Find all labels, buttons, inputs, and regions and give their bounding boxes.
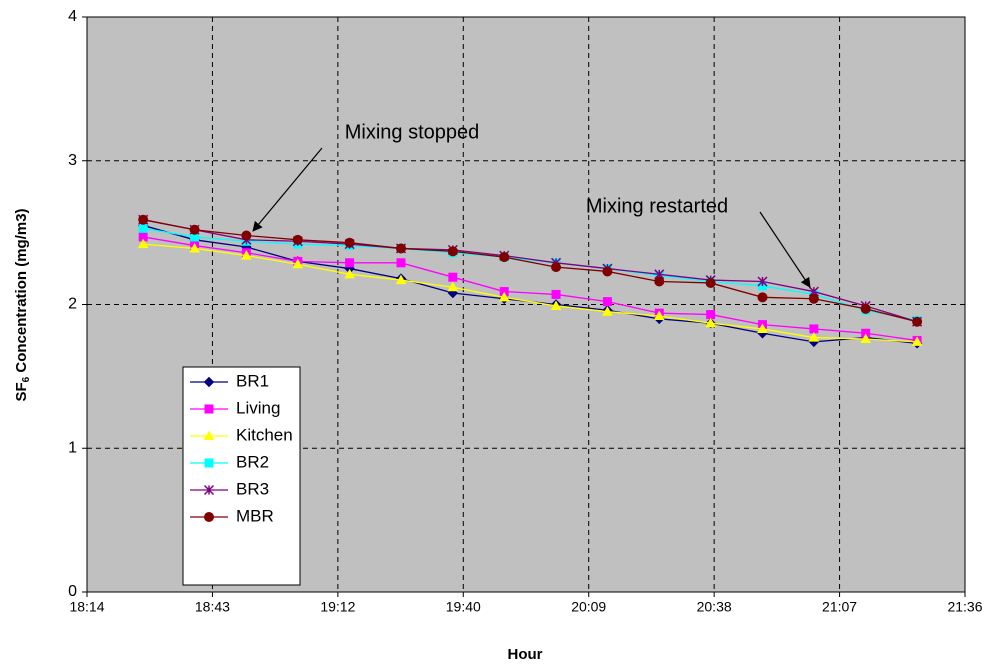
annotation-arrow bbox=[759, 211, 811, 288]
x-tick-label: 18:43 bbox=[195, 599, 230, 615]
marker bbox=[203, 484, 215, 496]
marker bbox=[241, 250, 252, 260]
series-line bbox=[143, 243, 918, 343]
marker bbox=[706, 310, 716, 320]
marker bbox=[602, 266, 613, 277]
x-axis-label: Hour bbox=[508, 646, 543, 663]
series-line bbox=[143, 227, 918, 321]
y-tick-label: 4 bbox=[68, 8, 77, 25]
y-axis-label: SF6 Concentration (mg/m3) bbox=[13, 208, 32, 401]
x-tick-label: 19:12 bbox=[320, 599, 355, 615]
x-tick-label: 18:14 bbox=[69, 599, 104, 615]
x-tick-label: 20:38 bbox=[697, 599, 732, 615]
marker bbox=[203, 376, 215, 388]
marker bbox=[345, 258, 355, 268]
legend-label: BR2 bbox=[236, 452, 269, 471]
legend-label: Living bbox=[236, 398, 280, 417]
marker bbox=[911, 336, 923, 346]
y-tick-label: 3 bbox=[68, 152, 77, 169]
marker bbox=[912, 316, 923, 327]
marker bbox=[204, 512, 214, 522]
marker bbox=[203, 430, 215, 440]
x-tick-label: 20:09 bbox=[571, 599, 606, 615]
marker bbox=[137, 238, 149, 249]
marker bbox=[204, 458, 214, 468]
marker bbox=[705, 277, 716, 288]
series-group bbox=[137, 214, 923, 349]
marker bbox=[344, 268, 355, 279]
marker bbox=[138, 223, 148, 233]
marker bbox=[757, 292, 768, 303]
series-line bbox=[143, 219, 918, 323]
y-label-subscript: 6 bbox=[21, 376, 32, 382]
marker bbox=[292, 258, 304, 269]
legend bbox=[182, 366, 301, 586]
marker bbox=[602, 306, 613, 316]
y-tick-label: 1 bbox=[68, 439, 77, 456]
marker bbox=[138, 214, 149, 225]
y-tick-label: 0 bbox=[68, 583, 77, 600]
x-tick-label: 21:07 bbox=[822, 599, 857, 615]
marker bbox=[757, 276, 768, 287]
marker bbox=[447, 246, 458, 257]
legend-label: BR1 bbox=[236, 371, 269, 390]
annotation: Mixing restarted bbox=[586, 195, 728, 217]
series-line bbox=[143, 219, 918, 323]
x-tick-label: 19:40 bbox=[446, 599, 481, 615]
marker bbox=[809, 324, 819, 334]
marker bbox=[602, 297, 612, 307]
marker bbox=[189, 224, 200, 235]
marker bbox=[551, 262, 562, 273]
marker bbox=[551, 289, 561, 299]
annotation: Mixing stopped bbox=[345, 121, 480, 143]
x-tick-label: 21:36 bbox=[947, 599, 982, 615]
marker bbox=[292, 234, 303, 245]
marker bbox=[396, 258, 406, 268]
marker bbox=[241, 230, 252, 241]
y-tick-label: 2 bbox=[68, 296, 77, 313]
y-label-suffix: Concentration (mg/m3) bbox=[13, 208, 30, 376]
legend-label: Kitchen bbox=[236, 425, 293, 444]
marker bbox=[860, 303, 871, 314]
marker bbox=[550, 300, 562, 310]
marker bbox=[808, 293, 819, 304]
marker bbox=[499, 252, 510, 263]
legend-label: BR3 bbox=[236, 479, 269, 498]
y-label-prefix: SF bbox=[13, 382, 30, 401]
marker bbox=[189, 242, 200, 253]
marker bbox=[808, 332, 820, 342]
marker bbox=[344, 237, 355, 248]
series-line bbox=[143, 236, 918, 342]
marker bbox=[204, 404, 214, 414]
marker bbox=[860, 333, 872, 343]
marker bbox=[653, 310, 665, 320]
marker bbox=[654, 276, 665, 287]
legend-label: MBR bbox=[236, 506, 274, 525]
marker bbox=[396, 243, 407, 254]
legend-entries: BR1 Living Kitchen BR2 BR3 MBR bbox=[190, 371, 293, 525]
marker bbox=[705, 317, 717, 328]
annotation-arrow bbox=[252, 147, 323, 232]
marker bbox=[448, 272, 458, 282]
marker bbox=[447, 281, 459, 292]
marker bbox=[395, 274, 407, 285]
marker bbox=[757, 323, 768, 333]
marker bbox=[498, 291, 510, 302]
